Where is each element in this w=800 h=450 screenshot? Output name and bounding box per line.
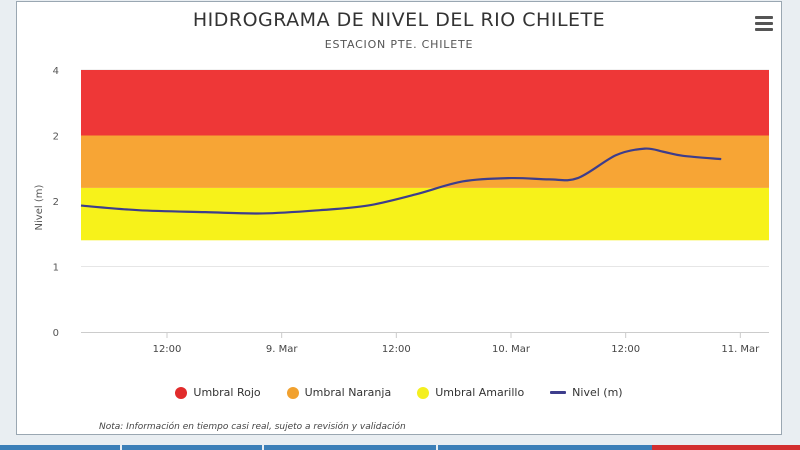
series-line-nivel [80, 147, 722, 215]
legend-label: Umbral Rojo [193, 386, 261, 399]
y-tick-label: 2 [53, 197, 59, 208]
legend-marker-yellow [417, 386, 430, 399]
band-umbral-naranja [81, 135, 769, 188]
chart-legend: Umbral Rojo Umbral Naranja Umbral Amaril… [17, 386, 781, 399]
band-umbral-rojo [81, 70, 769, 136]
legend-item-nivel[interactable]: Nivel (m) [550, 386, 623, 399]
hydrograph-chart: 0 1 2 2 4 Nivel (m) 12:00 9. Mar 12:00 10. Mar 12:… [34, 66, 769, 355]
bottom-status-bar [0, 445, 800, 450]
chart-note: Nota: Información en tiempo casi real, s… [99, 422, 406, 432]
x-tick-label: 9. Mar [266, 344, 298, 355]
legend-marker-red [175, 386, 188, 399]
y-tick-label: 1 [53, 263, 59, 274]
legend-item-umbral-naranja[interactable]: Umbral Naranja [286, 386, 392, 399]
x-tick-label: 12:00 [611, 344, 640, 355]
legend-item-umbral-amarillo[interactable]: Umbral Amarillo [417, 386, 524, 399]
y-tick-label: 0 [53, 328, 59, 339]
chart-title: HIDROGRAMA DE NIVEL DEL RIO CHILETE [192, 9, 606, 31]
legend-label: Umbral Amarillo [435, 386, 525, 399]
y-tick-label: 2 [53, 132, 59, 143]
legend-marker-line [550, 391, 567, 394]
chart-subtitle: ESTACION PTE. CHILETE [324, 38, 474, 51]
y-tick-label: 4 [53, 66, 59, 77]
x-tick-label: 10. Mar [492, 344, 531, 355]
band-umbral-amarillo [81, 187, 769, 241]
legend-label: Umbral Naranja [304, 386, 392, 399]
legend-marker-orange [286, 386, 299, 399]
chart-frame: HIDROGRAMA DE NIVEL DEL RIO CHILETE ESTA… [16, 1, 782, 435]
y-axis-title: Nivel (m) [34, 185, 45, 231]
hamburger-menu-icon[interactable] [755, 16, 773, 32]
legend-item-umbral-rojo[interactable]: Umbral Rojo [175, 386, 261, 399]
legend-label: Nivel (m) [572, 386, 623, 399]
x-tick-label: 11. Mar [721, 344, 760, 355]
x-tick-label: 12:00 [382, 344, 411, 355]
x-tick-label: 12:00 [153, 344, 182, 355]
